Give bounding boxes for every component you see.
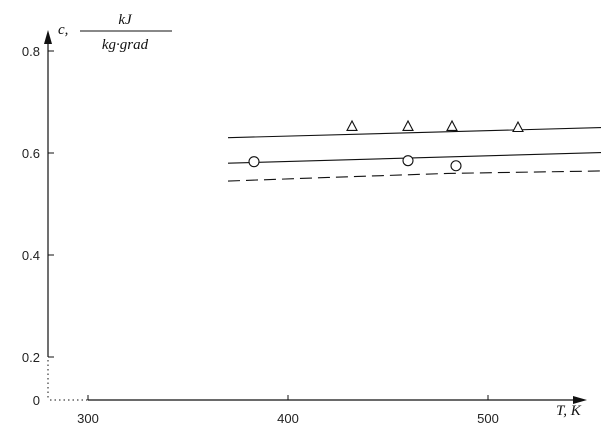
curve-1 — [227, 170, 601, 182]
ticks: 00.20.40.60.8300400500600700 — [22, 44, 499, 426]
triangle-point — [446, 119, 458, 132]
data-points — [248, 119, 524, 172]
y-axis-unit-denominator: kg·grad — [102, 37, 149, 53]
circle-point — [248, 156, 260, 168]
axes — [44, 30, 587, 404]
x-axis-arrowhead — [573, 396, 587, 404]
triangle-point — [512, 120, 524, 133]
curve-3 — [227, 127, 601, 139]
circle-point — [402, 155, 414, 167]
y-axis-unit-numerator: kJ — [118, 12, 133, 28]
labels: c, kJ kg·grad T, K 321 — [58, 12, 582, 419]
y-axis-arrowhead — [44, 30, 52, 44]
circle-point — [450, 160, 462, 172]
x-tick-label: 500 — [477, 411, 499, 426]
triangle-point — [346, 119, 358, 132]
y-tick-label: 0.6 — [22, 146, 40, 161]
x-tick-label: 300 — [77, 411, 99, 426]
curves — [227, 127, 601, 182]
x-axis-label: T, K — [556, 403, 582, 419]
y-tick-label: 0.2 — [22, 350, 40, 365]
y-axis-symbol: c, — [58, 22, 68, 38]
triangle-point — [402, 119, 414, 132]
curve-2 — [227, 152, 601, 164]
y-tick-label: 0 — [33, 393, 40, 408]
x-tick-label: 400 — [277, 411, 299, 426]
y-tick-label: 0.8 — [22, 44, 40, 59]
y-tick-label: 0.4 — [22, 248, 40, 263]
